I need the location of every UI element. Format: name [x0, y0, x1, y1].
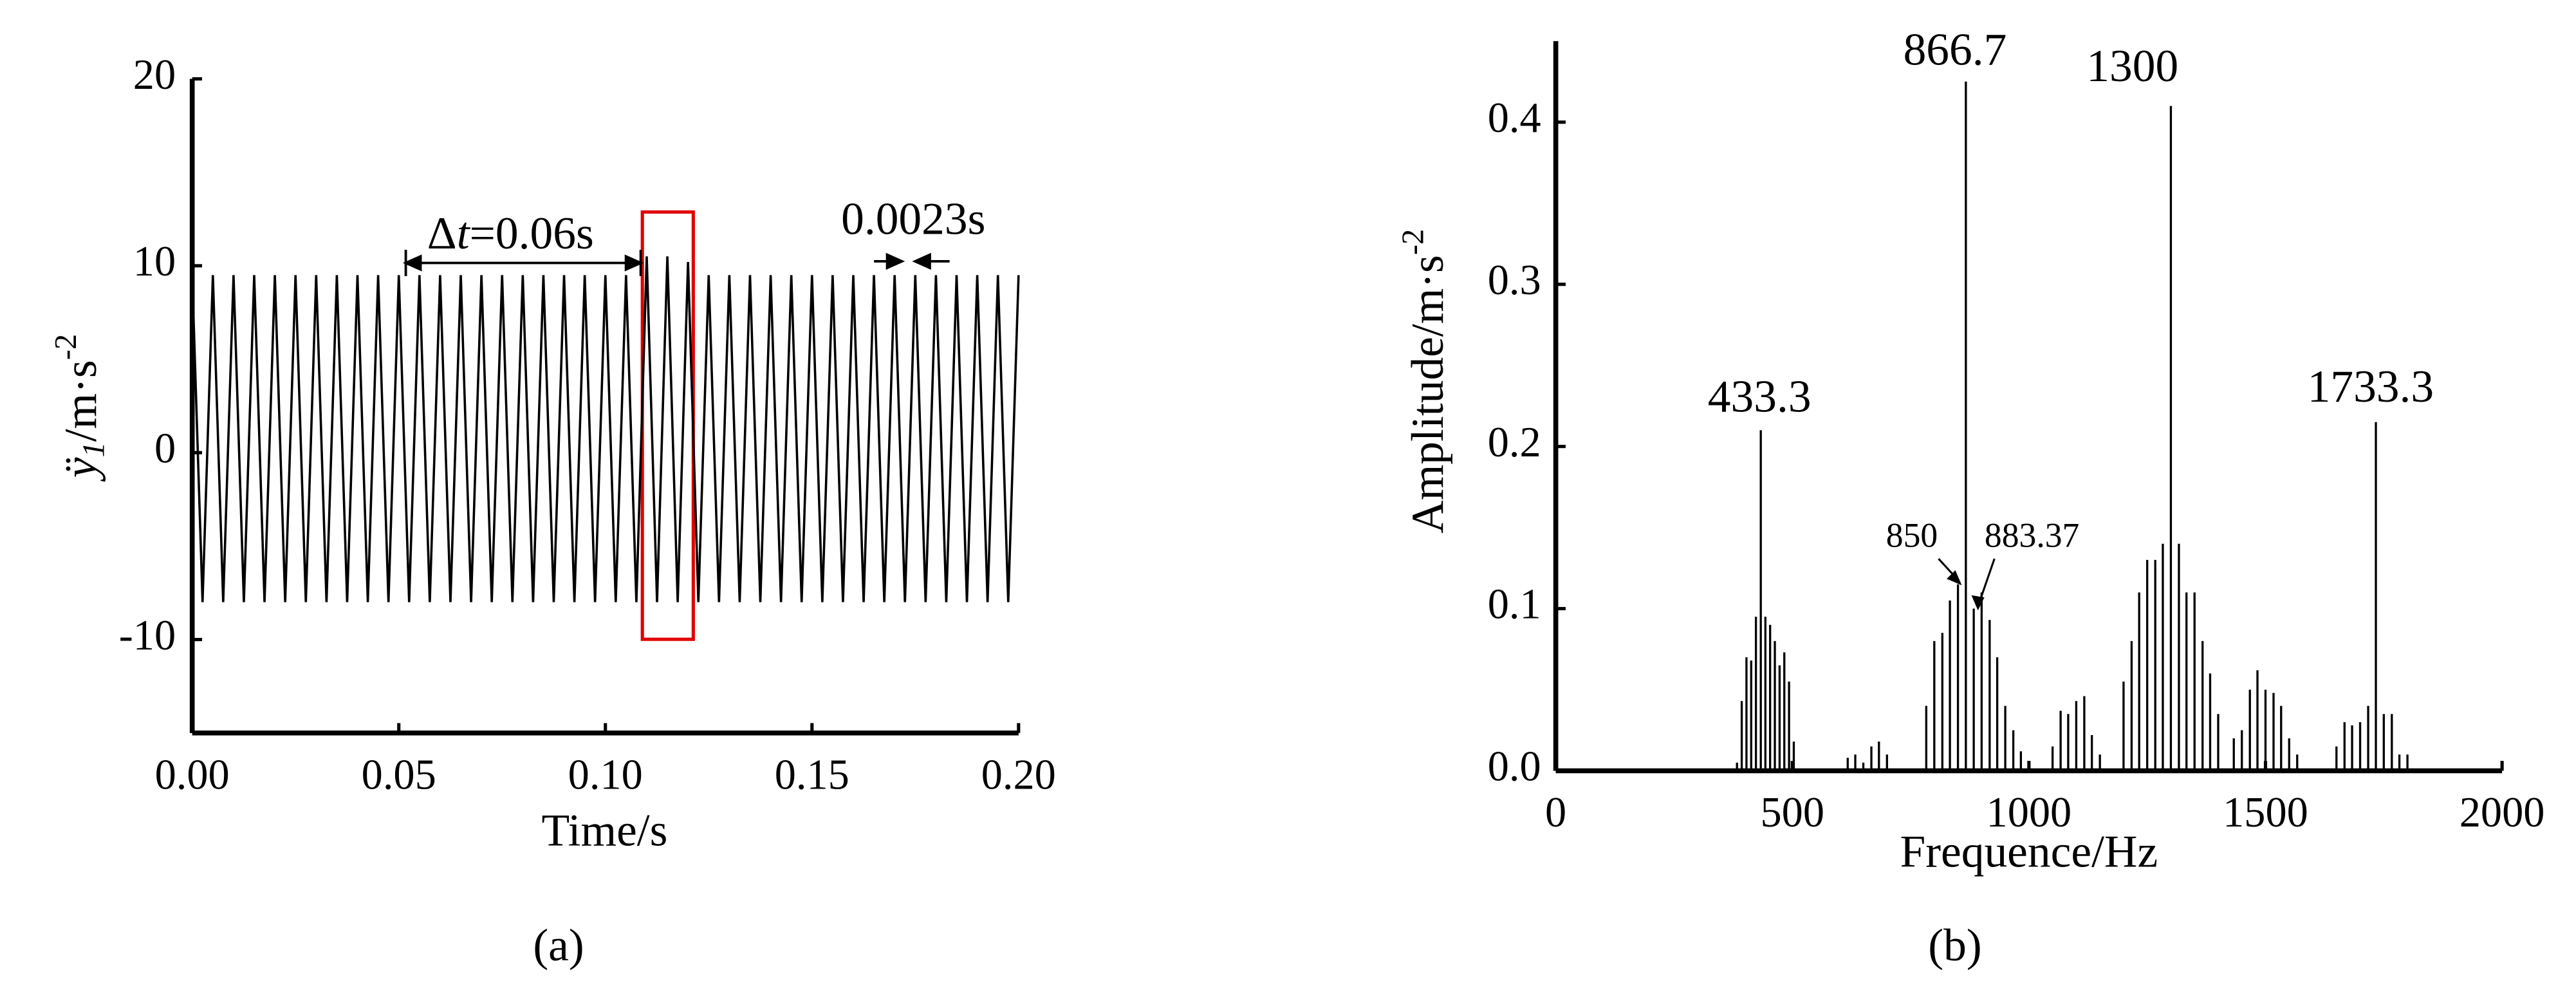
y-tick-label: 0 [154, 425, 176, 472]
y-tick-label: 20 [133, 51, 176, 98]
y-exponent: -2 [1396, 229, 1431, 255]
side-label: 883.37 [1985, 516, 2079, 555]
x-tick-label: 500 [1760, 789, 1824, 836]
y-unit: /m·s [55, 360, 106, 442]
delta: Δ [427, 209, 457, 259]
y-symbol: ÿ [55, 457, 106, 481]
y-tick-label: 0.2 [1488, 419, 1541, 466]
x-tick-label: 0.15 [775, 751, 849, 798]
annotation-dt: Δt=0.06s [427, 209, 594, 259]
x-tick-label: 0.20 [981, 751, 1056, 798]
plots: -10 0 10 20 0.00 0.05 0.10 0.15 0.20 0.0 0.1 0.2 0.3… [119, 41, 2545, 836]
x-tick-label: 1500 [2223, 789, 2308, 836]
x-axis-label: Time/s [541, 805, 667, 855]
t-symbol: t [457, 209, 471, 259]
signal-line [190, 256, 1020, 602]
dt-arrow [402, 250, 644, 276]
peak-label: 1733.3 [2308, 361, 2434, 412]
x-tick-label: 0 [1545, 789, 1566, 836]
y-tick-label: -10 [119, 612, 176, 659]
peak-label: 1300 [2086, 41, 2178, 91]
side-label: 850 [1886, 516, 1938, 555]
y-tick-label: 10 [133, 238, 176, 285]
y-tick-label: 0.1 [1488, 581, 1541, 628]
y-tick-label: 0.4 [1488, 95, 1541, 142]
y-exponent: -2 [49, 334, 83, 360]
x-tick-label: 0.00 [155, 751, 230, 798]
x-axis-label: Frequence/Hz [1900, 827, 2158, 877]
dt-value: =0.06s [470, 209, 594, 259]
y-tick-label: 0.3 [1488, 257, 1541, 304]
annotation-period: 0.0023s [841, 194, 985, 245]
y-text: Amplitude/m·s [1403, 255, 1454, 534]
period-arrows [874, 252, 950, 270]
y-axis-label: ÿ1/m·s-2 [49, 334, 111, 481]
caption: (b) [1928, 920, 1981, 971]
x-tick-label: 0.10 [568, 751, 643, 798]
y-tick-label: 0.0 [1488, 743, 1541, 790]
x-tick-label: 1000 [1987, 789, 2072, 836]
peak-label: 433.3 [1708, 371, 1812, 422]
y-subscript: 1 [77, 442, 111, 457]
x-tick-label: 0.05 [362, 751, 436, 798]
peak-label: 866.7 [1904, 24, 2007, 75]
x-tick-label: 2000 [2460, 789, 2545, 836]
y-axis-label: Amplitude/m·s-2 [1396, 229, 1454, 534]
caption: (a) [533, 920, 584, 971]
